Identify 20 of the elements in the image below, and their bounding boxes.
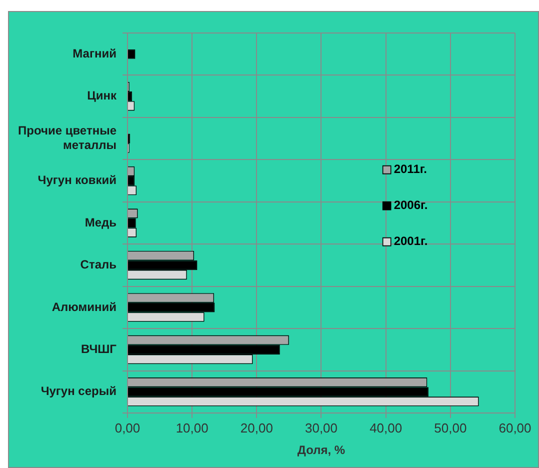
y-tick-label: ВЧШГ xyxy=(80,342,117,356)
x-tick-label: 0,00 xyxy=(114,420,140,436)
x-axis-title: Доля, % xyxy=(297,443,346,458)
y-tick-label: Чугун серый xyxy=(40,384,116,398)
y-tick-label: Медь xyxy=(84,215,116,230)
y-tick-label: Алюминий xyxy=(52,300,116,314)
y-tick-label: Магний xyxy=(72,46,116,60)
x-tick-label: 10,00 xyxy=(176,420,208,436)
legend-label: 2001г. xyxy=(394,234,428,248)
legend-label: 2006г. xyxy=(394,198,428,212)
y-tick-label: Цинк xyxy=(87,88,118,103)
x-tick-label: 60,00 xyxy=(498,420,532,436)
x-tick-label: 40,00 xyxy=(370,420,402,436)
y-tick-label: Чугун ковкий xyxy=(38,173,116,188)
x-tick-label: 20,00 xyxy=(240,420,273,436)
y-tick-label: Сталь xyxy=(80,258,116,272)
legend-label: 2011г. xyxy=(394,162,428,176)
x-tick-label: 30,00 xyxy=(304,420,338,436)
x-tick-label: 50,00 xyxy=(434,420,467,436)
y-tick-label: Прочие цветные металлы xyxy=(18,124,117,152)
